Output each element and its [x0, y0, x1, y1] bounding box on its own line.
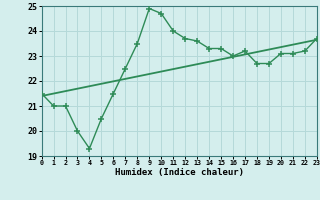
X-axis label: Humidex (Indice chaleur): Humidex (Indice chaleur) [115, 168, 244, 177]
